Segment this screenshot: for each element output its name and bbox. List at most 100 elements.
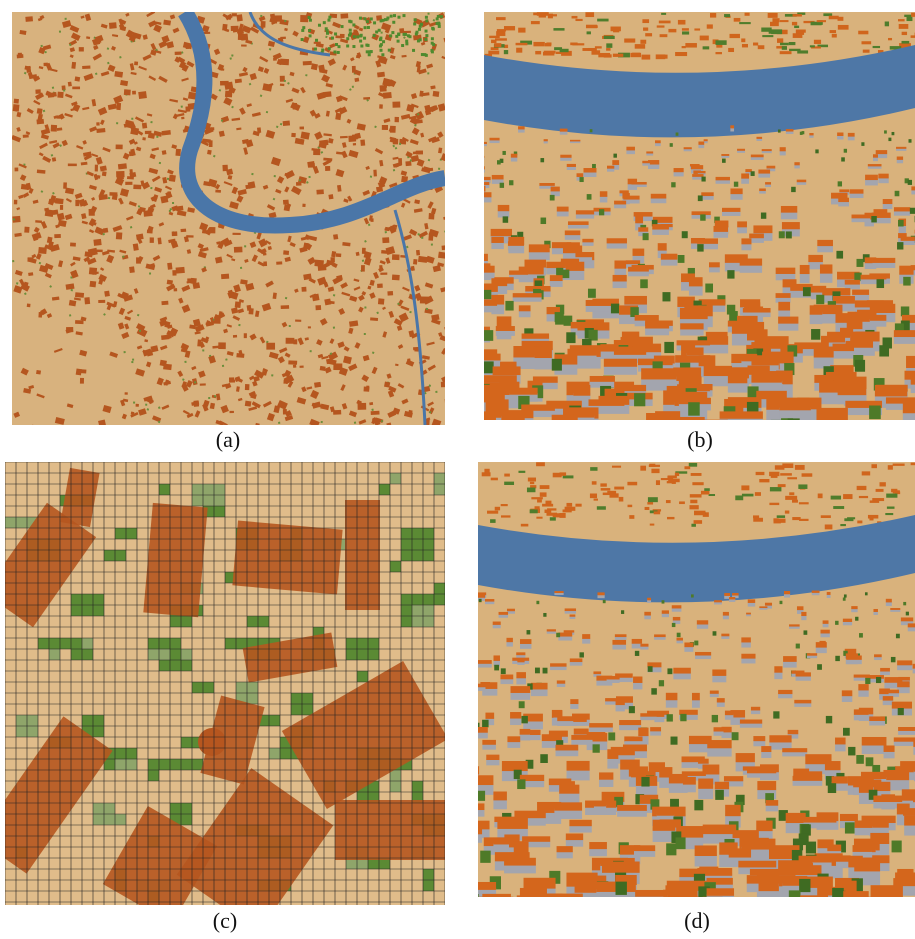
building bbox=[42, 155, 52, 163]
wall bbox=[478, 686, 486, 691]
wall bbox=[569, 616, 576, 619]
building bbox=[559, 472, 567, 476]
building bbox=[93, 173, 99, 181]
building bbox=[75, 331, 83, 336]
tree bbox=[428, 384, 432, 387]
tree bbox=[848, 746, 856, 756]
tree bbox=[158, 406, 161, 409]
roof bbox=[792, 775, 823, 781]
building bbox=[288, 360, 298, 365]
tree bbox=[208, 396, 211, 400]
roof bbox=[782, 279, 797, 288]
building bbox=[141, 122, 148, 129]
building bbox=[911, 12, 915, 17]
building bbox=[198, 728, 226, 756]
tree bbox=[155, 48, 158, 52]
roof bbox=[813, 304, 843, 315]
wall bbox=[635, 783, 658, 796]
building bbox=[229, 291, 239, 300]
tree bbox=[803, 630, 808, 635]
wall bbox=[835, 742, 846, 752]
tree bbox=[308, 18, 312, 22]
roof bbox=[782, 875, 808, 886]
wall bbox=[482, 687, 498, 696]
tree bbox=[390, 561, 401, 572]
tree bbox=[466, 601, 469, 604]
building bbox=[236, 127, 242, 131]
building bbox=[413, 208, 423, 213]
tree bbox=[802, 287, 811, 297]
building bbox=[83, 154, 92, 161]
building bbox=[401, 175, 409, 183]
wall bbox=[528, 250, 550, 261]
roof bbox=[497, 204, 510, 212]
building bbox=[144, 130, 152, 135]
building bbox=[186, 249, 192, 254]
wall bbox=[842, 621, 853, 626]
building bbox=[13, 285, 23, 294]
building bbox=[892, 490, 900, 494]
building bbox=[403, 410, 413, 418]
building bbox=[340, 282, 348, 289]
tree bbox=[900, 306, 910, 317]
roof bbox=[764, 602, 773, 606]
wall bbox=[582, 637, 591, 644]
building bbox=[125, 181, 133, 185]
building bbox=[36, 393, 45, 399]
tree bbox=[770, 419, 784, 420]
building bbox=[102, 806, 218, 905]
building bbox=[283, 379, 289, 384]
roof bbox=[485, 712, 495, 719]
building bbox=[379, 84, 387, 92]
building bbox=[91, 196, 96, 201]
wall bbox=[552, 422, 578, 434]
wall bbox=[758, 172, 771, 178]
building bbox=[694, 28, 701, 31]
building bbox=[134, 61, 139, 66]
building bbox=[240, 279, 248, 285]
building bbox=[148, 20, 157, 28]
tree bbox=[438, 167, 441, 170]
building bbox=[440, 286, 445, 293]
building bbox=[437, 262, 445, 268]
tree bbox=[123, 351, 126, 354]
roof bbox=[574, 880, 604, 893]
wall bbox=[792, 779, 823, 786]
building bbox=[238, 299, 245, 303]
roof bbox=[747, 768, 777, 774]
tree bbox=[49, 649, 60, 660]
wall bbox=[885, 601, 892, 607]
wall bbox=[559, 791, 580, 803]
building bbox=[591, 50, 601, 55]
building bbox=[65, 198, 72, 203]
roof bbox=[693, 170, 701, 174]
roof bbox=[465, 218, 480, 224]
building bbox=[323, 133, 332, 137]
tree bbox=[121, 255, 125, 258]
tree bbox=[353, 421, 357, 424]
building bbox=[710, 13, 717, 18]
building bbox=[361, 291, 367, 296]
tree bbox=[484, 361, 494, 374]
wall bbox=[853, 676, 870, 681]
building bbox=[241, 138, 249, 145]
roof bbox=[698, 758, 709, 764]
building bbox=[146, 12, 156, 18]
tree bbox=[891, 131, 895, 136]
wall bbox=[606, 242, 627, 249]
building bbox=[397, 299, 404, 307]
building bbox=[224, 382, 232, 389]
building bbox=[367, 285, 372, 290]
tree bbox=[640, 279, 648, 289]
building bbox=[74, 76, 81, 82]
building bbox=[618, 496, 624, 502]
tree bbox=[371, 408, 374, 411]
wall bbox=[813, 311, 843, 324]
building bbox=[319, 317, 328, 326]
tree bbox=[518, 395, 530, 410]
building bbox=[149, 153, 156, 160]
wall bbox=[913, 744, 915, 755]
building bbox=[98, 189, 106, 197]
building bbox=[484, 468, 490, 474]
tree bbox=[435, 390, 438, 393]
